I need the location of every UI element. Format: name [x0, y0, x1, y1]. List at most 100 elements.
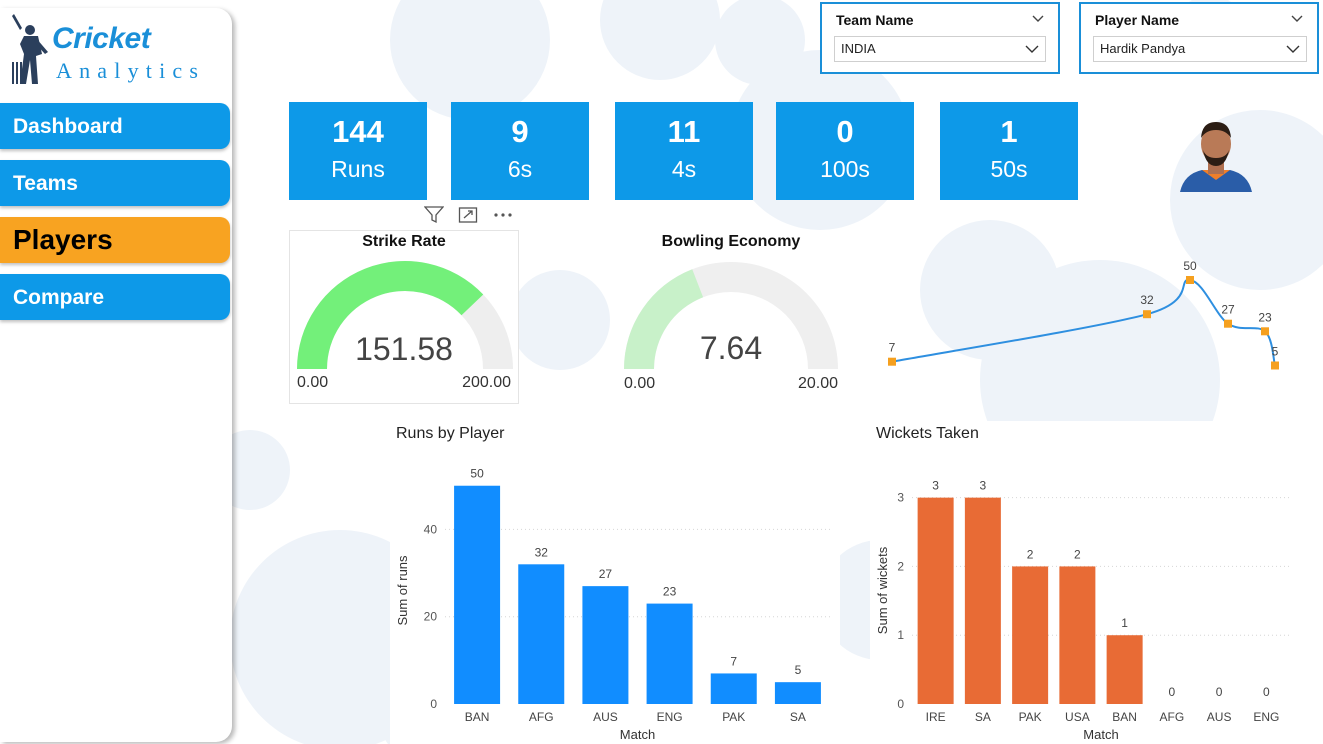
- kpi-label: 4s: [671, 156, 697, 182]
- y-tick-label: 20: [424, 610, 438, 624]
- bar[interactable]: [1059, 566, 1096, 704]
- bar[interactable]: [917, 497, 954, 704]
- y-tick-label: 2: [897, 559, 904, 573]
- x-tick-label: USA: [1065, 710, 1090, 724]
- nav-compare-button[interactable]: Compare: [0, 274, 230, 320]
- x-tick-label: SA: [975, 710, 991, 724]
- kpi-value: 9: [511, 114, 529, 149]
- line-point[interactable]: [1186, 276, 1194, 284]
- kpi-label: Runs: [331, 156, 385, 182]
- kpi-label: 6s: [507, 156, 533, 182]
- runs-by-player-card: Runs by Player 0 20 40 50 BAN 32 AFG 27 AUS 23 ENG…: [390, 421, 840, 744]
- bar[interactable]: [646, 603, 693, 704]
- visual-toolbar: [422, 204, 518, 226]
- bowling-economy-title: Bowling Economy: [661, 233, 801, 250]
- bowling-economy-gauge: [624, 262, 838, 369]
- chevron-down-icon[interactable]: [1291, 13, 1303, 25]
- bar-data-label: 0: [1216, 685, 1223, 699]
- runs-chart-title: Runs by Player: [396, 425, 505, 442]
- nav-players-button[interactable]: Players: [0, 217, 230, 263]
- bowling-economy-gauge-card: Bowling Economy 7.64 0.00 20.00: [616, 232, 846, 406]
- bar[interactable]: [1012, 566, 1049, 704]
- x-tick-label: AUS: [1207, 710, 1232, 724]
- line-point[interactable]: [1143, 310, 1151, 319]
- bar[interactable]: [518, 564, 565, 704]
- team-select[interactable]: INDIA: [834, 36, 1046, 62]
- x-tick-label: BAN: [465, 710, 490, 724]
- bar[interactable]: [582, 586, 629, 704]
- bar-data-label: 2: [1074, 547, 1081, 561]
- kpi-value: 144: [332, 114, 384, 149]
- line-point[interactable]: [1271, 361, 1279, 370]
- kpi-fours-card: 11 4s: [615, 102, 753, 200]
- x-axis-title: Match: [1083, 727, 1118, 742]
- runs-trend-line-chart: 7 32 50 27 23 5: [888, 259, 1279, 370]
- bar[interactable]: [1106, 635, 1143, 704]
- player-select[interactable]: Hardik Pandya: [1093, 36, 1307, 62]
- strike-rate-max: 200.00: [462, 374, 511, 391]
- x-tick-label: AFG: [529, 710, 554, 724]
- bar-data-label: 0: [1263, 685, 1270, 699]
- player-slicer-title: Player Name: [1095, 12, 1180, 28]
- chevron-down-icon: [1286, 45, 1300, 53]
- wickets-chart-title: Wickets Taken: [876, 425, 979, 442]
- line-data-label: 23: [1258, 310, 1272, 324]
- nav-dashboard-button[interactable]: Dashboard: [0, 103, 230, 149]
- y-tick-label: 3: [897, 491, 904, 505]
- line-point[interactable]: [1224, 319, 1232, 328]
- y-axis-title: Sum of runs: [395, 555, 410, 626]
- x-tick-label: SA: [790, 710, 806, 724]
- more-options-icon[interactable]: [492, 206, 514, 224]
- kpi-fifties-card: 1 50s: [940, 102, 1078, 200]
- app-logo: Cricket Analytics: [8, 14, 230, 94]
- bowling-economy-max: 20.00: [797, 375, 838, 392]
- strike-rate-title: Strike Rate: [362, 233, 446, 250]
- bar[interactable]: [774, 682, 821, 704]
- bar-data-label: 27: [599, 567, 613, 581]
- nav-teams-button[interactable]: Teams: [0, 160, 230, 206]
- strike-rate-gauge: [297, 261, 513, 369]
- logo-subtitle: Analytics: [56, 58, 206, 83]
- bar[interactable]: [710, 673, 757, 704]
- x-tick-label: IRE: [926, 710, 946, 724]
- runs-by-player-chart: 0 20 40 50 BAN 32 AFG 27 AUS 23 ENG 7 PAK 5 SA Match Sum…: [395, 467, 830, 742]
- bowling-economy-min: 0.00: [624, 375, 656, 392]
- line-data-label: 5: [1272, 345, 1279, 359]
- bar-data-label: 5: [795, 663, 802, 677]
- y-tick-label: 0: [430, 697, 437, 711]
- bar-data-label: 32: [535, 545, 549, 559]
- line-data-label: 32: [1140, 293, 1154, 307]
- chevron-down-icon[interactable]: [1032, 13, 1044, 25]
- focus-mode-icon[interactable]: [458, 206, 478, 224]
- player-name-slicer: Player Name Hardik Pandya: [1079, 2, 1319, 74]
- x-tick-label: AFG: [1160, 710, 1185, 724]
- kpi-label: 100s: [820, 156, 870, 182]
- batsman-icon: [12, 14, 48, 84]
- x-tick-label: PAK: [722, 710, 745, 724]
- strike-rate-gauge-card: Strike Rate 151.58 0.00 200.00: [289, 230, 519, 404]
- x-tick-label: ENG: [1253, 710, 1279, 724]
- x-tick-label: BAN: [1112, 710, 1137, 724]
- bar-data-label: 1: [1121, 616, 1128, 630]
- y-tick-label: 1: [897, 628, 904, 642]
- line-point[interactable]: [1261, 327, 1269, 336]
- bar-data-label: 3: [980, 479, 987, 493]
- y-axis-title: Sum of wickets: [875, 546, 890, 634]
- bar-data-label: 23: [663, 585, 677, 599]
- y-tick-label: 40: [424, 522, 438, 536]
- y-tick-label: 0: [897, 697, 904, 711]
- line-data-label: 7: [889, 341, 896, 355]
- filter-icon[interactable]: [424, 206, 444, 224]
- line-data-label: 50: [1183, 259, 1197, 273]
- kpi-value: 11: [667, 114, 701, 149]
- team-select-value: INDIA: [841, 41, 876, 56]
- bar[interactable]: [964, 497, 1001, 704]
- line-point[interactable]: [888, 357, 896, 366]
- kpi-sixes-card: 9 6s: [451, 102, 589, 200]
- bar[interactable]: [454, 485, 501, 704]
- team-name-slicer: Team Name INDIA: [820, 2, 1060, 74]
- x-tick-label: AUS: [593, 710, 618, 724]
- kpi-label: 50s: [990, 156, 1028, 182]
- logo-title: Cricket: [52, 22, 151, 55]
- x-tick-label: ENG: [657, 710, 683, 724]
